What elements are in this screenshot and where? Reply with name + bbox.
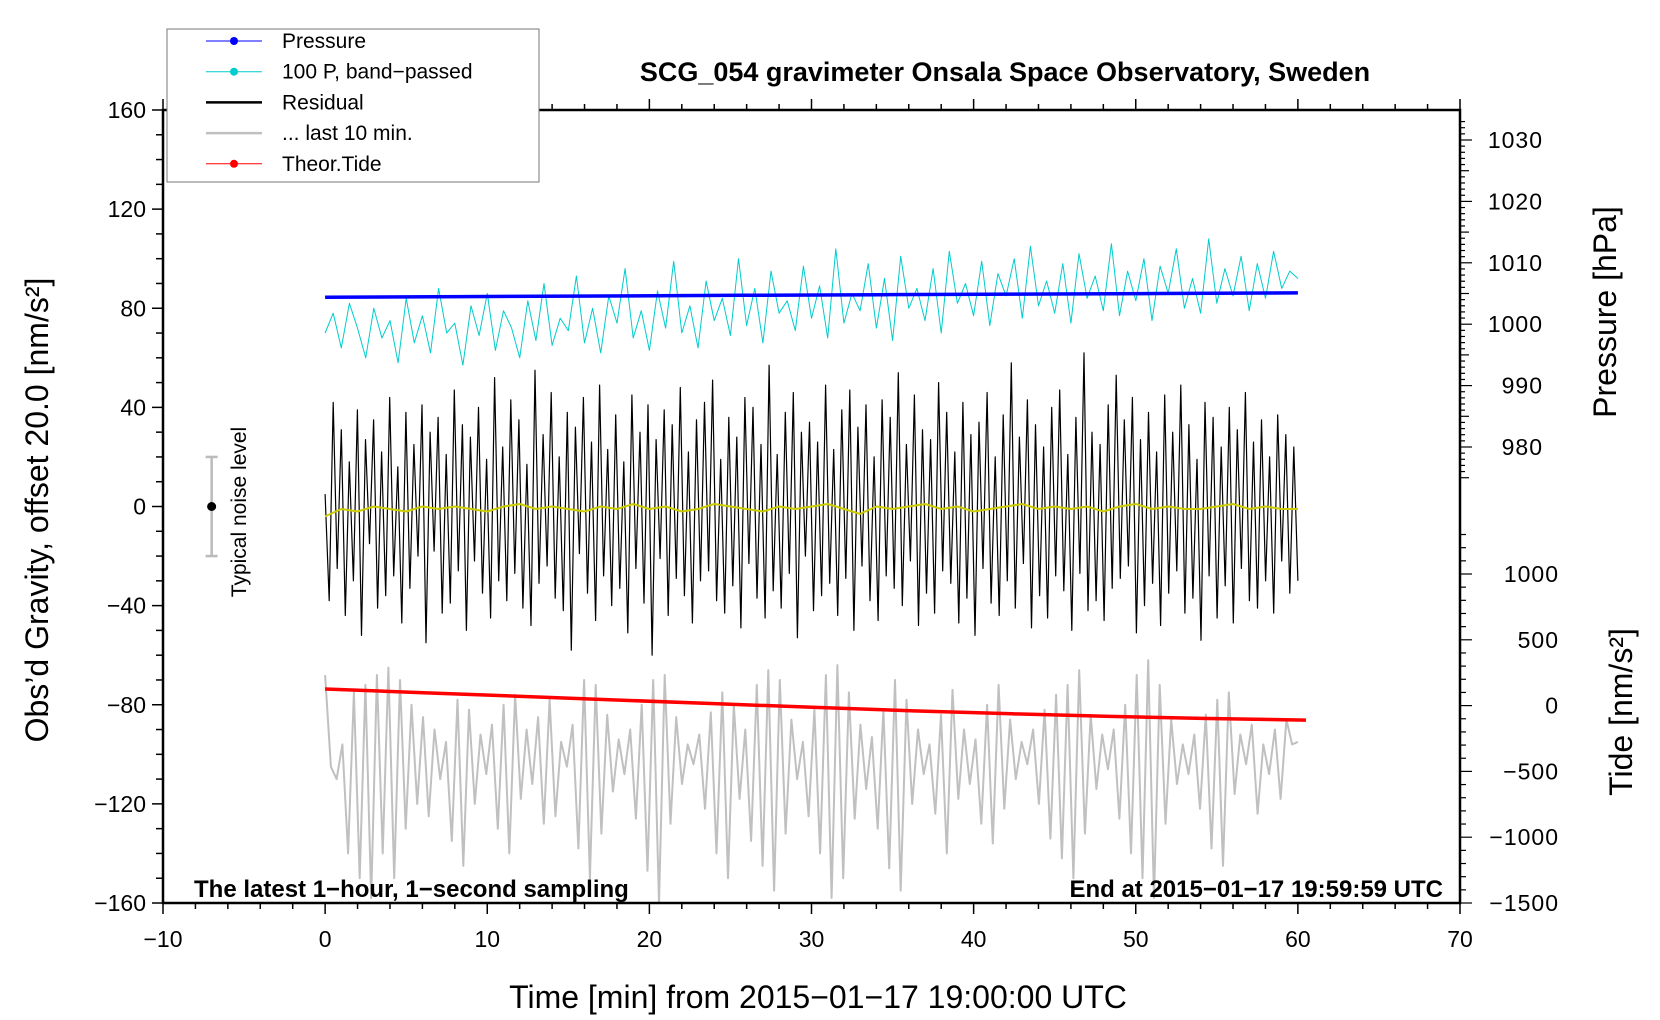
x-tick-label: 0 — [319, 926, 332, 952]
legend-marker — [230, 159, 238, 168]
y-tick-label: −120 — [94, 791, 146, 817]
x-tick-label: 30 — [799, 926, 825, 952]
note-right: End at 2015−01−17 19:59:59 UTC — [1069, 876, 1443, 903]
x-tick-label: 50 — [1123, 926, 1149, 952]
series-residual-smoothed — [324, 503, 1298, 518]
x-axis-label: Time [min] from 2015−01−17 19:00:00 UTC — [509, 979, 1127, 1015]
x-tick-label: 20 — [637, 926, 663, 952]
pressure-tick-label: 1010 — [1488, 250, 1543, 276]
x-tick-label: 40 — [961, 926, 987, 952]
x-tick-label: 60 — [1285, 926, 1311, 952]
y-tick-label: 40 — [120, 394, 146, 420]
legend: Pressure 100 P, band−passed Residual ... la… — [166, 28, 540, 183]
pressure-axis-label: Pressure [hPa] — [1587, 206, 1623, 418]
legend-label: ... last 10 min. — [282, 122, 413, 145]
y-tick-label: −80 — [107, 692, 146, 718]
pressure-tick-label: 1000 — [1488, 311, 1543, 337]
x-tick-label: 70 — [1447, 926, 1473, 952]
noise-level-dot — [207, 502, 217, 511]
series-residual — [324, 352, 1299, 656]
tide-tick-label: 1000 — [1504, 561, 1559, 587]
tide-tick-label: 0 — [1545, 693, 1559, 719]
note-left: The latest 1−hour, 1−second sampling — [194, 876, 629, 903]
legend-label: 100 P, band−passed — [282, 61, 473, 84]
legend-marker — [230, 67, 238, 76]
y-tick-label: −160 — [94, 890, 146, 916]
tide-tick-label: −500 — [1503, 758, 1559, 784]
tide-axis-label: Tide [nm/s²] — [1603, 628, 1639, 796]
x-tick-label: 10 — [474, 926, 500, 952]
series-last-10-min — [324, 659, 1299, 904]
series-theor-tide — [325, 687, 1307, 722]
legend-label: Theor.Tide — [282, 153, 382, 176]
noise-level-label: Typical noise level — [228, 427, 251, 597]
pressure-tick-label: 980 — [1502, 434, 1543, 460]
y-tick-label: −40 — [107, 593, 146, 619]
legend-marker — [230, 37, 238, 45]
tide-tick-label: −1000 — [1489, 824, 1559, 850]
legend-label: Residual — [282, 91, 364, 114]
legend-box — [166, 28, 540, 183]
chart-title: SCG_054 gravimeter Onsala Space Observat… — [640, 57, 1370, 87]
y-tick-label: 160 — [108, 97, 146, 123]
series-100-p-band-passed — [324, 238, 1299, 366]
axes: −10 0 10 20 30 40 50 60 7016012080400−40−80−120−… — [94, 97, 1559, 952]
tide-tick-label: −1500 — [1489, 890, 1559, 916]
pressure-tick-label: 1030 — [1488, 127, 1543, 153]
x-tick-label: −10 — [143, 926, 182, 952]
pressure-tick-label: 990 — [1502, 373, 1543, 399]
y-tick-label: 80 — [120, 295, 146, 321]
series-pressure — [325, 291, 1298, 299]
plot-data — [205, 238, 1307, 904]
y-tick-label: 120 — [108, 196, 146, 222]
y-tick-label: 0 — [133, 494, 146, 520]
pressure-tick-label: 1020 — [1488, 188, 1543, 214]
y-axis-label: Obs’d Gravity, offset 20.0 [nm/s²] — [19, 278, 55, 743]
legend-label: Pressure — [282, 30, 366, 53]
tide-tick-label: 500 — [1518, 627, 1559, 653]
